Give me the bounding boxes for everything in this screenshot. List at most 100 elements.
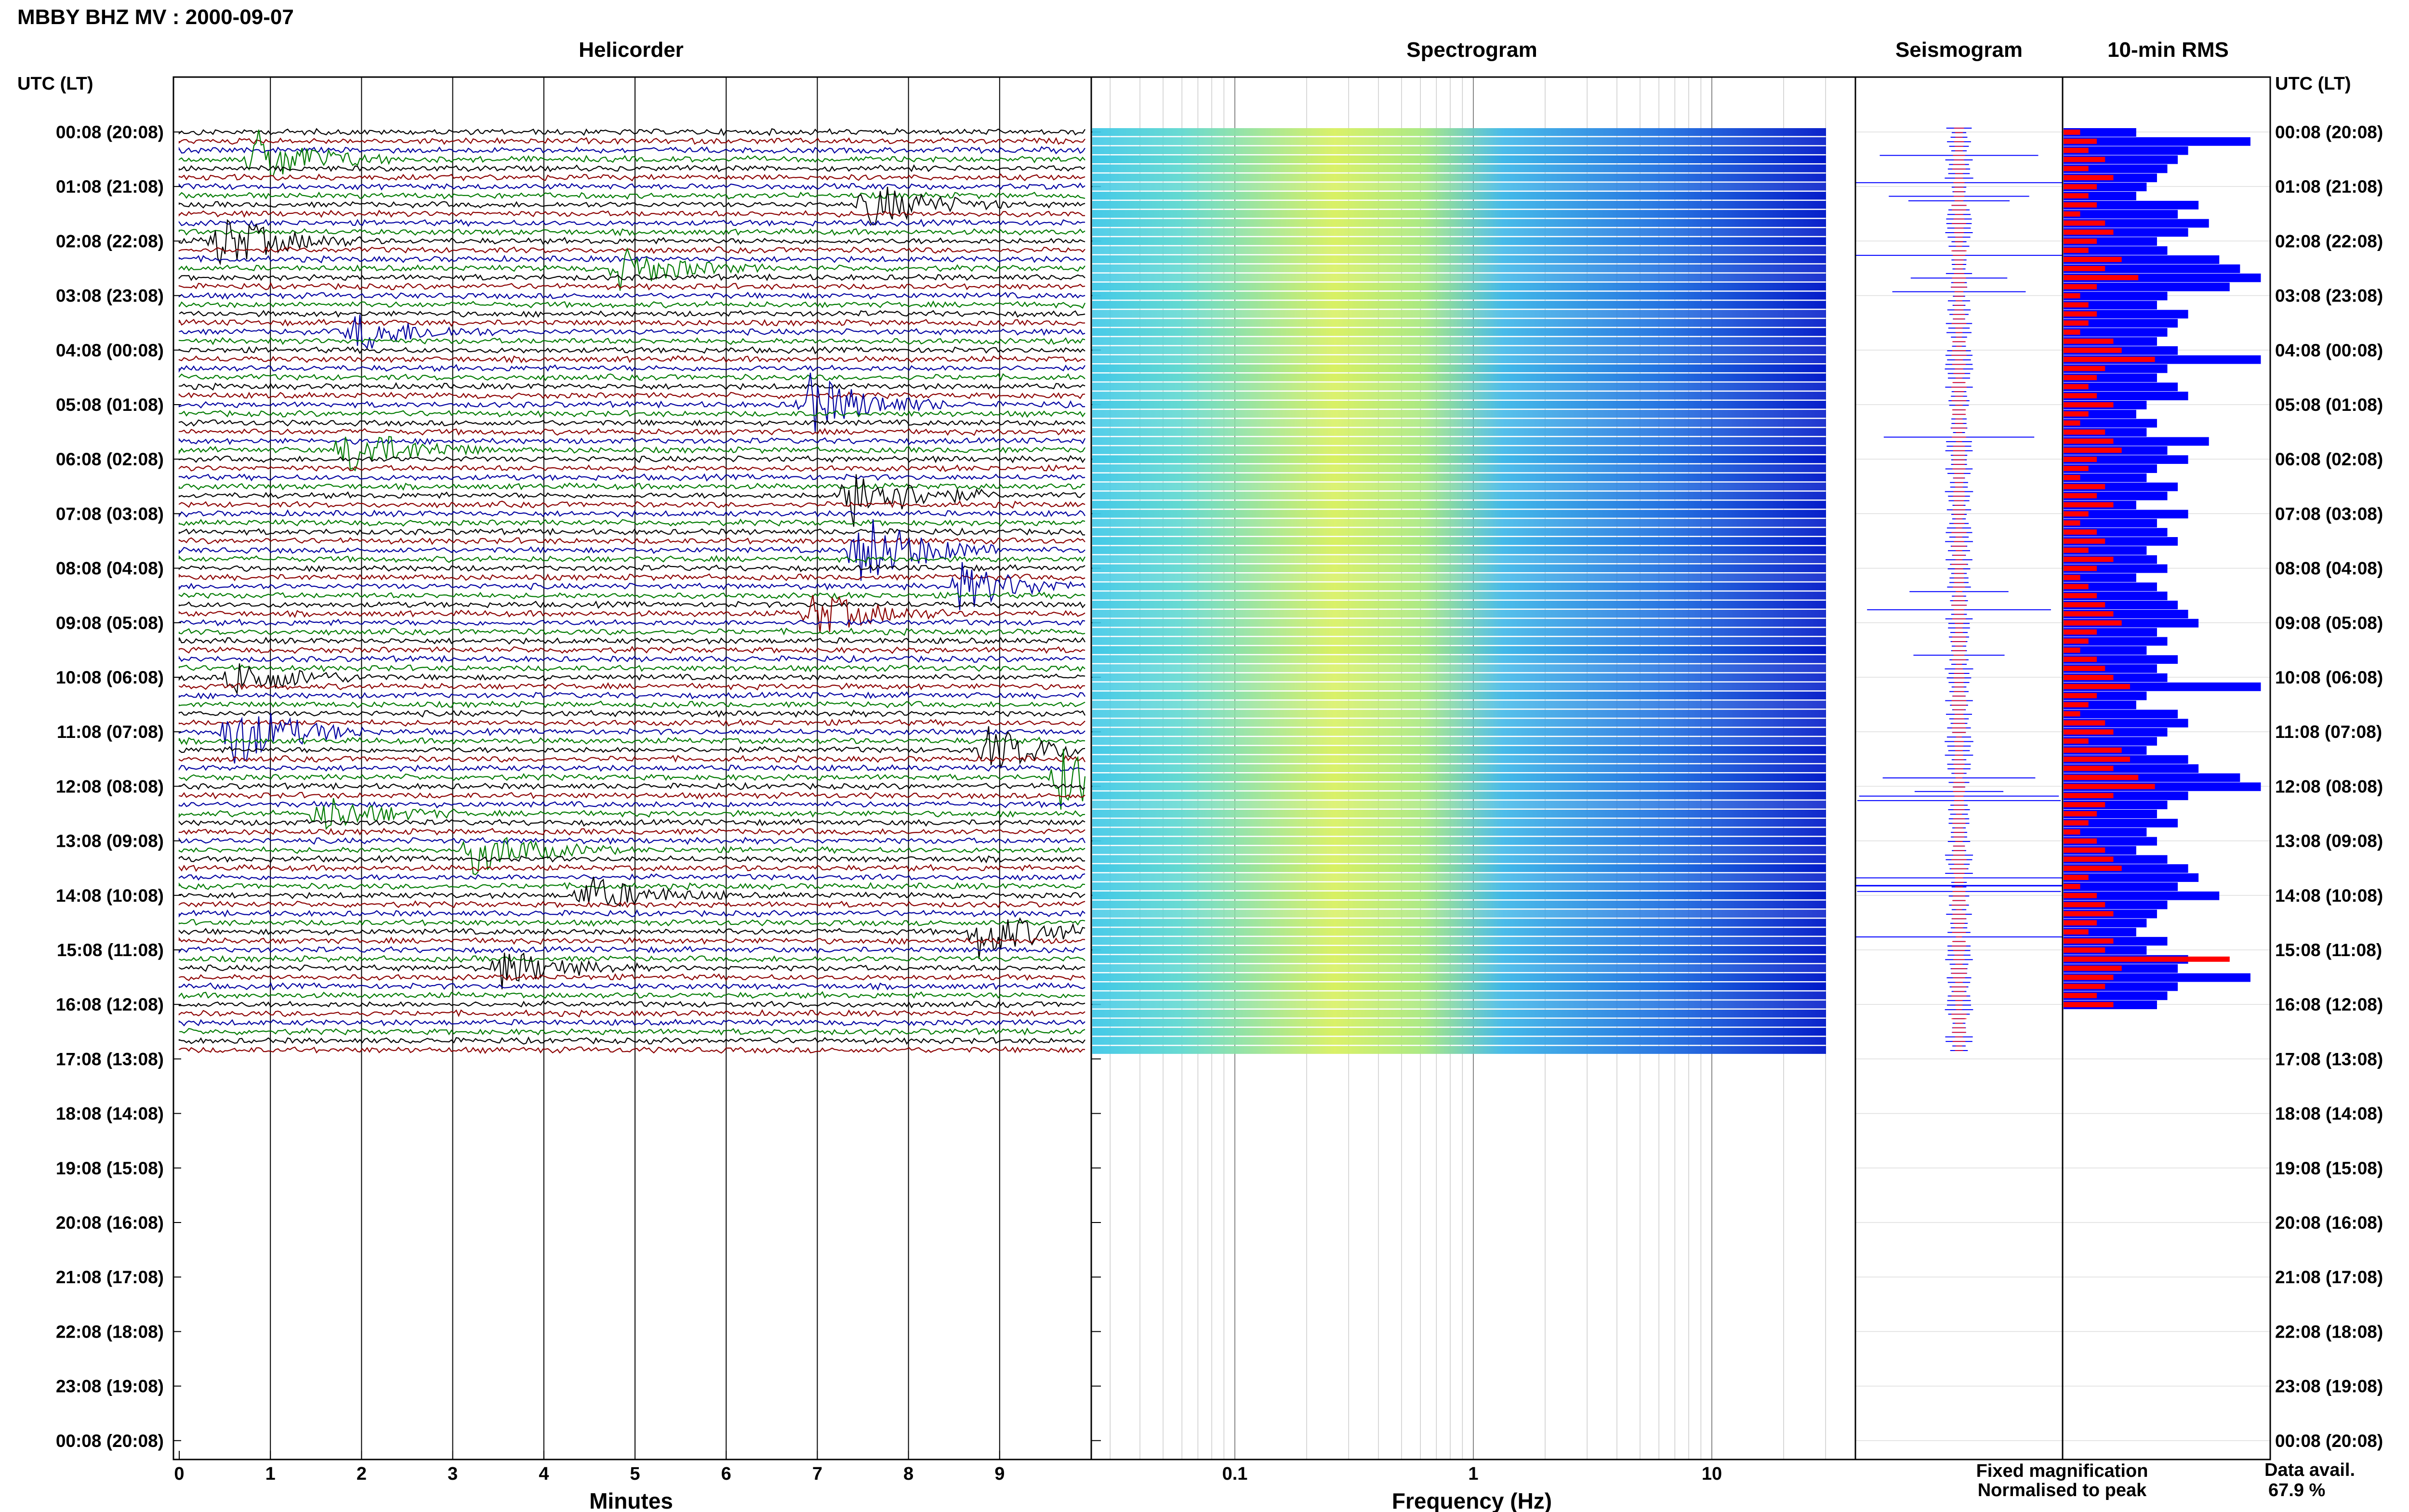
rms-normalised-bar: [2064, 366, 2105, 371]
rms-fixed-bar: [2064, 637, 2168, 646]
rms-normalised-bar: [2064, 147, 2089, 153]
helicorder-trace: [178, 618, 1085, 627]
spectrogram-row: [1092, 682, 1826, 691]
helicorder-trace: [178, 537, 1085, 545]
rms-normalised-bar: [2064, 811, 2097, 816]
time-label-left: 05:08 (01:08): [56, 395, 164, 415]
rms-heading: 10-min RMS: [2107, 38, 2229, 62]
time-label-left: 04:08 (00:08): [56, 341, 164, 360]
helicorder-trace: [178, 818, 1085, 827]
helicorder-trace: [178, 186, 1085, 226]
time-label-left: 01:08 (21:08): [56, 177, 164, 197]
time-label-right: 11:08 (07:08): [2275, 722, 2382, 742]
time-label-right: 03:08 (23:08): [2275, 286, 2383, 306]
helicorder-trace: [178, 509, 1085, 518]
rms-normalised-bar: [2064, 520, 2080, 526]
legend-fixed-magnification: Fixed magnification: [1976, 1461, 2148, 1481]
rms-normalised-bar: [2064, 729, 2114, 735]
spectrogram-row: [1092, 700, 1826, 709]
rms-normalised-bar: [2064, 193, 2089, 198]
rms-fixed-bar: [2064, 264, 2240, 273]
rms-normalised-bar: [2064, 620, 2122, 626]
spectrogram-row: [1092, 900, 1826, 909]
time-axis-header-right: UTC (LT): [2275, 74, 2351, 94]
time-label-right: 06:08 (02:08): [2275, 449, 2383, 469]
rms-normalised-bar: [2064, 929, 2089, 935]
rms-normalised-bar: [2064, 556, 2114, 562]
time-label-right: 18:08 (14:08): [2275, 1104, 2383, 1124]
helicorder-trace: [178, 318, 1085, 327]
helicorder-trace: [178, 801, 1085, 809]
spectrogram-row: [1092, 546, 1826, 554]
helicorder-trace: [178, 564, 1085, 572]
minute-tick-label: 6: [721, 1464, 731, 1484]
spectrogram-row: [1092, 691, 1826, 700]
helicorder-trace: [178, 917, 1085, 960]
rms-normalised-bar: [2064, 402, 2114, 408]
rms-normalised-bar: [2064, 393, 2097, 398]
rms-normalised-bar: [2064, 984, 2105, 989]
helicorder-trace: [178, 837, 1085, 845]
helicorder-trace: [178, 691, 1085, 700]
spectrogram-row: [1092, 609, 1826, 618]
rms-fixed-bar: [2064, 282, 2230, 291]
rms-normalised-bar: [2064, 347, 2122, 353]
spectrogram-row: [1092, 818, 1826, 827]
rms-normalised-bar: [2064, 893, 2097, 898]
helicorder-trace: [179, 310, 1085, 318]
helicorder-trace: [178, 955, 1085, 963]
helicorder-trace: [178, 764, 1085, 772]
x-axis-ticks: 0 1 2 3 4 5 6 7 8 9 0.1 1 10: [174, 1451, 1722, 1484]
spectrogram-row: [1092, 255, 1826, 263]
time-label-right: 14:08 (10:08): [2275, 886, 2383, 906]
spectrogram-row: [1092, 746, 1826, 754]
time-label-left: 07:08 (03:08): [56, 504, 164, 524]
helicorder-heading: Helicorder: [579, 38, 684, 62]
rms-normalised-bar: [2064, 211, 2080, 217]
rms-normalised-bar: [2064, 702, 2089, 708]
time-label-right: 07:08 (03:08): [2275, 504, 2383, 524]
spectrogram-row: [1092, 1000, 1826, 1009]
rms-fixed-bar: [2064, 510, 2188, 519]
time-label-left: 16:08 (12:08): [56, 995, 164, 1014]
time-label-left: 09:08 (05:08): [56, 613, 164, 633]
rms-normalised-bar: [2064, 293, 2080, 299]
rms-fixed-bar: [2064, 319, 2178, 328]
helicorder-trace: [178, 355, 1085, 364]
rms-normalised-bar: [2064, 202, 2097, 208]
rms-fixed-bar: [2064, 710, 2178, 719]
helicorder-trace: [178, 754, 1085, 763]
helicorder-trace: [178, 682, 1085, 691]
helicorder-trace: [178, 782, 1085, 790]
seismogram-frame: [1854, 76, 2064, 1460]
rms-normalised-bar: [2064, 756, 2130, 762]
spectrogram-row: [1092, 382, 1826, 391]
spectrogram-row: [1092, 210, 1826, 218]
rms-fixed-bar: [2064, 646, 2147, 655]
rms-normalised-bar: [2064, 257, 2122, 262]
helicorder-trace: [178, 573, 1085, 581]
helicorder-trace: [178, 519, 1085, 581]
rms-normalised-bar: [2064, 647, 2080, 653]
spectrogram-row: [1092, 982, 1826, 990]
rms-normalised-bar: [2064, 657, 2097, 662]
spectrogram-row: [1092, 273, 1826, 282]
time-label-right: 10:08 (06:08): [2275, 668, 2383, 687]
rms-fixed-bar: [2064, 882, 2178, 891]
spectrogram-row: [1092, 655, 1826, 663]
time-label-right: 09:08 (05:08): [2275, 613, 2383, 633]
rms-normalised-bar: [2064, 956, 2230, 962]
time-label-right: 17:08 (13:08): [2275, 1049, 2383, 1069]
spectrogram-row: [1092, 328, 1826, 336]
rms-fixed-bar: [2064, 246, 2168, 255]
rms-normalised-bar: [2064, 875, 2089, 880]
rms-normalised-bar: [2064, 338, 2114, 344]
minute-tick-label: 2: [357, 1464, 367, 1484]
helicorder-trace: [178, 877, 1085, 907]
helicorder-trace: [178, 436, 1085, 472]
rms-frame: [2062, 76, 2271, 1460]
frequency-tick-label: 0.1: [1222, 1464, 1248, 1484]
spectrogram-row: [1092, 401, 1826, 409]
rms-normalised-bar: [2064, 711, 2080, 717]
spectrogram-row: [1092, 719, 1826, 727]
